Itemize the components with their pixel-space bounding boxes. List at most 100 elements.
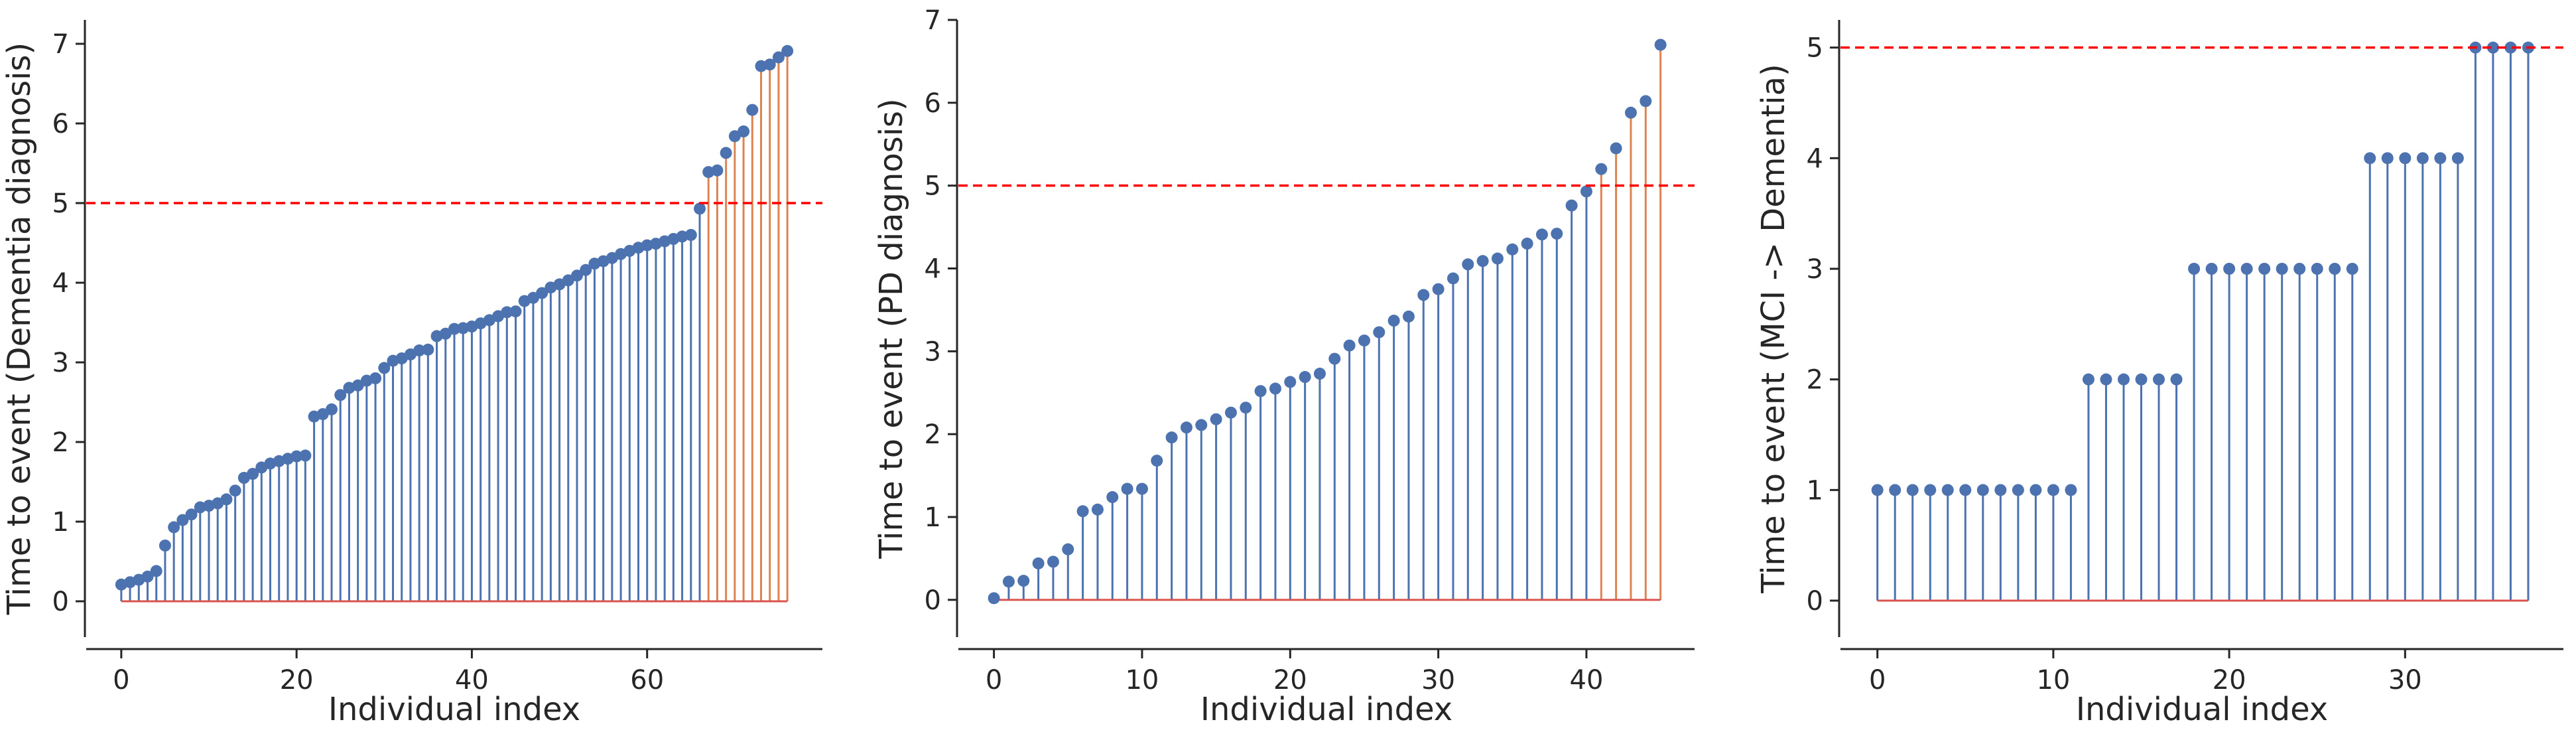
y-tick-label: 3: [52, 348, 69, 378]
x-tick-label: 60: [630, 665, 664, 696]
stem-marker: [1358, 334, 1370, 347]
stem-marker: [2029, 484, 2042, 496]
stem-marker: [1976, 484, 1989, 496]
x-axis-label: Individual index: [328, 691, 580, 728]
x-tick-label: 40: [455, 665, 489, 696]
stem-marker: [1959, 484, 1972, 496]
stem-marker: [562, 274, 574, 287]
stem-marker: [1017, 575, 1030, 587]
stem-marker: [738, 125, 750, 137]
x-tick-label: 20: [280, 665, 314, 696]
stem-marker: [1402, 310, 1415, 323]
stem-marker: [1941, 484, 1954, 496]
stem-marker: [422, 343, 434, 356]
stem-marker: [1994, 484, 2007, 496]
stem-marker: [1535, 228, 1548, 241]
stem-marker: [1432, 283, 1445, 295]
stem-marker: [369, 372, 382, 384]
x-tick-label: 30: [1421, 665, 1455, 696]
y-tick-label: 0: [52, 587, 69, 617]
y-tick-label: 6: [925, 88, 941, 119]
stem-marker: [1240, 402, 1252, 414]
stem-marker: [509, 305, 522, 318]
stem-marker: [1121, 482, 1133, 495]
stem-marker: [1328, 352, 1341, 365]
stem-marker: [1343, 339, 1356, 352]
stem-marker: [2399, 152, 2412, 165]
x-tick-label: 20: [2213, 665, 2246, 696]
stem-marker: [1654, 38, 1667, 51]
stem-marker: [176, 514, 189, 526]
stem-marker: [728, 130, 741, 143]
x-tick-label: 10: [1125, 665, 1159, 696]
stem-marker: [1521, 238, 1533, 250]
chart-panel-3: 0 1 2 3 4 5 0 10 20 30 Individual index Time to eve…: [1755, 20, 2563, 728]
stem-marker: [1224, 406, 1237, 419]
stem-marker: [2381, 152, 2394, 165]
stem-marker: [2346, 263, 2358, 275]
stem-marker: [501, 306, 513, 319]
stem-marker: [746, 104, 759, 116]
stem-marker: [2012, 484, 2024, 496]
stem-marker: [229, 484, 241, 497]
stem-marker: [1195, 419, 1208, 431]
y-tick-label: 7: [925, 5, 941, 36]
stem-marker: [159, 540, 171, 552]
stem-marker: [413, 344, 426, 356]
stem-marker: [1580, 185, 1592, 198]
stem-marker: [1135, 482, 1148, 495]
stem-marker: [299, 449, 312, 462]
stem-marker: [2205, 263, 2218, 275]
y-tick-label: 6: [52, 109, 69, 139]
y-tick-label: 5: [52, 188, 69, 219]
stem-marker: [2153, 373, 2165, 386]
stem-marker: [1313, 368, 1326, 380]
chart-panel-2: 0 1 2 3 4 5 6 7 0 10 20 30 40 Individual index Time to…: [873, 5, 1695, 728]
y-tick-label: 5: [1807, 33, 1823, 64]
x-tick-label: 40: [1570, 665, 1604, 696]
stem-marker: [2065, 484, 2077, 496]
stem-marker: [1002, 575, 1015, 588]
y-tick-label: 1: [1807, 475, 1823, 506]
stem-marker: [141, 570, 154, 583]
stem-marker: [2100, 373, 2112, 386]
stem-marker: [2276, 263, 2288, 275]
stem-marker: [2117, 373, 2130, 386]
stem-marker: [316, 408, 329, 420]
y-tick-label: 4: [1807, 143, 1823, 174]
stem-marker: [1387, 315, 1400, 327]
stem-marker: [1624, 106, 1637, 119]
chart-panel-1: 0 1 2 3 4 5 6 7 0 20 40 60 Individual index Time to e…: [1, 20, 822, 728]
stem-marker: [290, 450, 303, 463]
stem-marker: [1299, 371, 1311, 384]
x-tick-label: 0: [113, 665, 129, 696]
stem-marker: [1476, 255, 1489, 267]
stem-marker: [1462, 258, 1474, 271]
stem-marker: [1062, 543, 1074, 555]
stem-marker: [763, 58, 776, 71]
y-tick-label: 3: [1807, 254, 1823, 285]
stem-marker: [1210, 413, 1222, 425]
stem-marker: [2240, 263, 2253, 275]
stem-marker: [2504, 41, 2517, 54]
stem-marker: [2135, 373, 2148, 386]
y-tick-label: 3: [925, 336, 941, 367]
stem-marker: [1565, 199, 1578, 212]
stem-marker: [2293, 263, 2306, 275]
x-tick-label: 30: [2388, 665, 2422, 696]
stem-marker: [772, 51, 785, 64]
stem-marker: [1889, 484, 1901, 496]
stem-marker: [2416, 152, 2429, 165]
stem-marker: [220, 493, 233, 506]
stem-marker: [1595, 163, 1608, 175]
stem-marker: [326, 403, 338, 415]
stem-marker: [2486, 41, 2499, 54]
x-tick-label: 0: [1869, 665, 1886, 696]
stem-marker: [1151, 455, 1163, 467]
stem-marker: [2170, 373, 2183, 386]
stem-marker: [1180, 421, 1192, 434]
stem-marker: [1640, 95, 1652, 108]
y-tick-label: 2: [925, 419, 941, 450]
stem-marker: [439, 327, 452, 340]
x-tick-label: 10: [2036, 665, 2070, 696]
